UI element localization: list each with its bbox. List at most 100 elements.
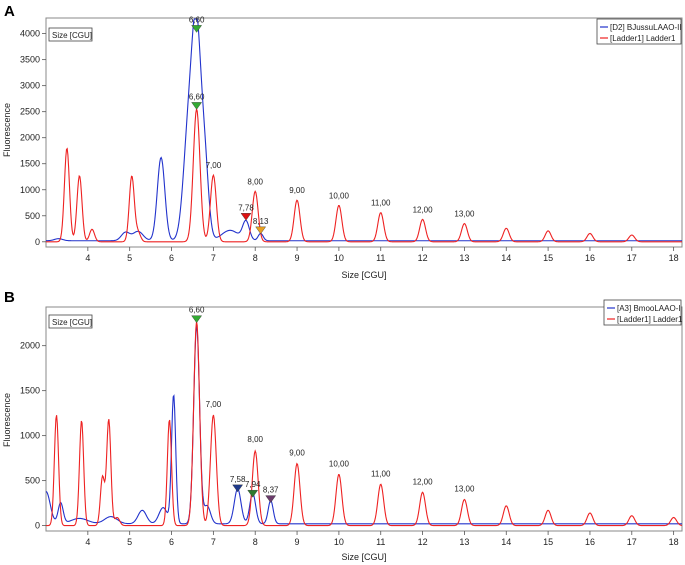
peak-label: 12,00 <box>413 205 434 214</box>
x-tick-label: 10 <box>334 537 344 547</box>
peak-label: 10,00 <box>329 460 350 469</box>
peak-label: 7,00 <box>206 400 222 409</box>
panel-a-unit-box-text: Size [CGU] <box>52 31 92 40</box>
panel-a-peak-labels: 6,60 6,60 7,00 7,78 8,00 8,13 9,00 10,00 11,00 12… <box>189 15 475 235</box>
peak-label: 7,58 <box>230 475 246 484</box>
peak-marker <box>191 315 203 324</box>
panel-a-legend-entry-2: [Ladder1] Ladder1 <box>610 34 676 43</box>
peak-label: 11,00 <box>371 199 391 208</box>
y-tick-label: 500 <box>25 476 40 486</box>
peak-label: 8,00 <box>247 177 263 186</box>
x-tick-label: 14 <box>501 253 511 263</box>
peak-label: 7,94 <box>245 480 261 489</box>
x-tick-label: 15 <box>543 253 553 263</box>
x-tick-label: 16 <box>585 537 595 547</box>
x-tick-label: 9 <box>295 537 300 547</box>
panel-b-x-axis-title: Size [CGU] <box>341 552 386 562</box>
y-tick-label: 2000 <box>20 341 40 351</box>
peak-label: 9,00 <box>289 186 305 195</box>
peak-label: 6,60 <box>189 15 205 24</box>
panel-b-axes: 4 5 6 7 8 9 10 11 12 13 14 15 16 17 18 0 500 1000 1500 2000 <box>20 341 679 547</box>
peak-label: 13,00 <box>454 210 475 219</box>
peak-label: 13,00 <box>454 485 475 494</box>
panel-b-unit-box: Size [CGU] <box>48 314 93 329</box>
panel-b-legend: [A3] BmooLAAO-I [Ladder1] Ladder1 <box>603 299 683 326</box>
x-tick-label: 11 <box>376 537 385 547</box>
series-line-2 <box>46 321 683 527</box>
y-tick-label: 2500 <box>20 107 40 117</box>
peak-label: 12,00 <box>413 478 434 487</box>
panel-a-letter: A <box>4 3 15 20</box>
peak-label: 8,00 <box>247 435 263 444</box>
panel-b-unit-box-text: Size [CGU] <box>52 318 92 327</box>
x-tick-label: 18 <box>669 253 679 263</box>
peak-marker <box>240 213 252 221</box>
peak-label: 7,00 <box>206 161 222 170</box>
peak-marker <box>247 490 259 498</box>
x-tick-label: 12 <box>418 537 428 547</box>
peak-label: 8,37 <box>263 486 279 495</box>
peak-label: 6,60 <box>189 306 205 315</box>
x-tick-label: 14 <box>501 537 511 547</box>
y-tick-label: 1500 <box>20 159 40 169</box>
peak-label: 11,00 <box>371 469 391 478</box>
peak-marker <box>255 226 267 235</box>
y-tick-label: 1000 <box>20 185 40 195</box>
series-line-1 <box>45 18 682 242</box>
x-tick-label: 5 <box>127 253 132 263</box>
panel-a-x-axis-title: Size [CGU] <box>341 270 386 280</box>
peak-marker <box>232 484 244 493</box>
y-tick-label: 0 <box>35 237 40 247</box>
x-tick-label: 17 <box>627 253 637 263</box>
panel-b-legend-entry-2: [Ladder1] Ladder1 <box>617 315 683 324</box>
y-tick-label: 500 <box>25 211 40 221</box>
panel-a-y-axis-title: Fluorescence <box>2 103 12 157</box>
panel-a-legend: [D2] BJussuLAAO-II [Ladder1] Ladder1 <box>596 18 682 45</box>
panel-b-legend-entry-1: [A3] BmooLAAO-I <box>617 304 681 313</box>
x-tick-label: 8 <box>253 253 258 263</box>
peak-label: 8,13 <box>253 217 269 226</box>
peak-label: 10,00 <box>329 191 350 200</box>
x-tick-label: 8 <box>253 537 258 547</box>
y-tick-label: 4000 <box>20 29 40 39</box>
peak-label: 6,60 <box>189 92 205 101</box>
x-tick-label: 15 <box>543 537 553 547</box>
x-tick-label: 7 <box>211 253 216 263</box>
y-tick-label: 0 <box>35 521 40 531</box>
x-tick-label: 13 <box>459 537 469 547</box>
x-tick-label: 13 <box>459 253 469 263</box>
x-tick-label: 9 <box>295 253 300 263</box>
panel-b-series <box>45 321 683 527</box>
peak-marker <box>191 102 203 110</box>
x-tick-label: 5 <box>127 537 132 547</box>
y-tick-label: 2000 <box>20 133 40 143</box>
series-line-1 <box>45 325 682 525</box>
x-tick-label: 4 <box>85 537 90 547</box>
peak-label: 9,00 <box>289 449 305 458</box>
panel-a-unit-box: Size [CGU] <box>48 27 93 42</box>
panel-b-plot-frame <box>45 306 683 532</box>
peak-label: 7,78 <box>238 203 254 212</box>
x-tick-label: 12 <box>418 253 428 263</box>
panel-b-y-axis-title: Fluorescence <box>2 393 12 447</box>
y-tick-label: 3000 <box>20 81 40 91</box>
peak-marker <box>265 495 277 503</box>
x-tick-label: 6 <box>169 253 174 263</box>
x-tick-label: 16 <box>585 253 595 263</box>
panel-b-peak-labels: 6,60 7,00 7,587,94 8,00 8,37 9,00 10,00 11,00 12… <box>189 306 475 503</box>
panel-b: B 4 5 6 7 8 9 10 11 12 13 14 15 16 17 18 0 500 1000 1500 20… <box>2 289 683 562</box>
series-line-2 <box>46 107 682 243</box>
y-tick-label: 3500 <box>20 55 40 65</box>
x-tick-label: 11 <box>376 253 385 263</box>
x-tick-label: 18 <box>669 537 679 547</box>
x-tick-label: 4 <box>85 253 90 263</box>
panel-a: A 4 5 6 7 8 9 10 11 12 13 14 15 16 17 18 0 500 1000 1500 20… <box>2 3 683 280</box>
peak-marker <box>191 25 203 33</box>
panel-a-series <box>45 18 682 243</box>
panel-a-plot-frame <box>45 17 683 248</box>
y-tick-label: 1000 <box>20 431 40 441</box>
x-tick-label: 7 <box>211 537 216 547</box>
y-tick-label: 1500 <box>20 386 40 396</box>
x-tick-label: 10 <box>334 253 344 263</box>
